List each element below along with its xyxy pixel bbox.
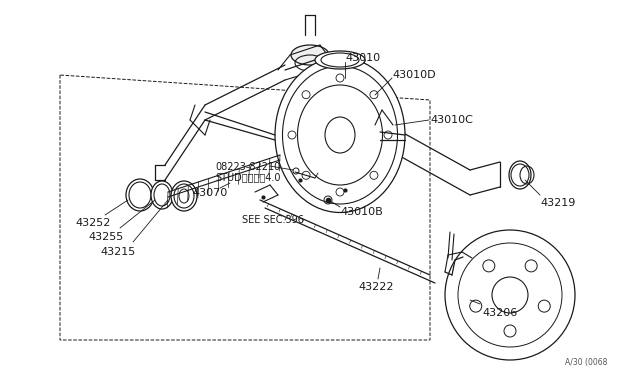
Text: 43010: 43010 xyxy=(345,53,380,63)
Text: 43215: 43215 xyxy=(100,247,135,257)
Ellipse shape xyxy=(126,179,154,211)
Text: 08223-82210: 08223-82210 xyxy=(215,162,280,172)
Text: 43222: 43222 xyxy=(358,282,394,292)
Ellipse shape xyxy=(151,181,173,209)
Text: 43219: 43219 xyxy=(540,198,575,208)
Text: 43010C: 43010C xyxy=(430,115,473,125)
Ellipse shape xyxy=(315,51,365,69)
Ellipse shape xyxy=(509,161,531,189)
Ellipse shape xyxy=(275,58,405,212)
Text: STUDスタッド4.0: STUDスタッド4.0 xyxy=(215,172,280,182)
Ellipse shape xyxy=(291,45,329,65)
Ellipse shape xyxy=(171,181,197,211)
Text: 43070: 43070 xyxy=(192,188,227,198)
Text: 43252: 43252 xyxy=(75,218,110,228)
Text: SEE SEC.396: SEE SEC.396 xyxy=(242,215,304,225)
Text: 43206: 43206 xyxy=(482,308,517,318)
Text: A/30 (0068: A/30 (0068 xyxy=(565,358,607,367)
Text: 43010D: 43010D xyxy=(392,70,436,80)
Text: 43010B: 43010B xyxy=(340,207,383,217)
Text: 43255: 43255 xyxy=(88,232,124,242)
